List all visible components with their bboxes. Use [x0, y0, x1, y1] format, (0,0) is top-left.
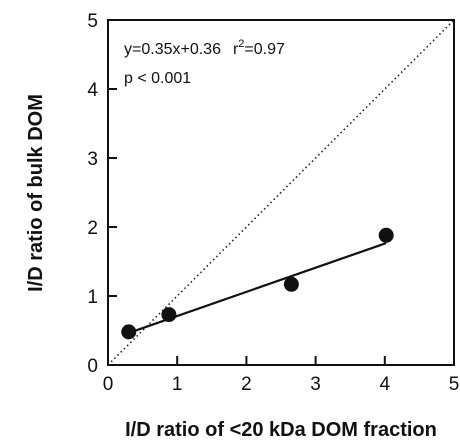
y-tick-label: 0: [87, 356, 98, 377]
x-tick-label: 2: [241, 374, 252, 395]
x-tick-label: 0: [103, 374, 114, 395]
data-point: [161, 307, 177, 323]
y-tick-label: 1: [87, 287, 98, 308]
x-tick-label: 5: [449, 374, 460, 395]
x-axis-title: I/D ratio of <20 kDa DOM fraction: [125, 419, 437, 441]
data-point: [121, 324, 137, 340]
plot-frame: [107, 19, 455, 366]
y-tick-label: 5: [87, 11, 98, 32]
p-value-annotation: p < 0.001: [124, 70, 191, 87]
data-point: [283, 276, 299, 292]
y-axis: 0 1 2 3 4 5: [87, 11, 117, 377]
x-tick-label: 1: [172, 374, 183, 395]
y-axis-title: I/D ratio of bulk DOM: [25, 94, 47, 292]
y-tick-label: 2: [87, 218, 98, 239]
y-tick-label: 4: [87, 80, 98, 101]
x-tick-label: 4: [380, 374, 391, 395]
data-points: [121, 227, 394, 340]
one-to-one-reference-line: [107, 19, 455, 366]
y-tick-label: 3: [87, 149, 98, 170]
x-tick-label: 3: [310, 374, 321, 395]
equation-annotation: y=0.35x+0.36 r2=0.97: [124, 38, 285, 58]
data-point: [378, 227, 394, 243]
x-axis: 0 1 2 3 4 5: [103, 356, 460, 395]
